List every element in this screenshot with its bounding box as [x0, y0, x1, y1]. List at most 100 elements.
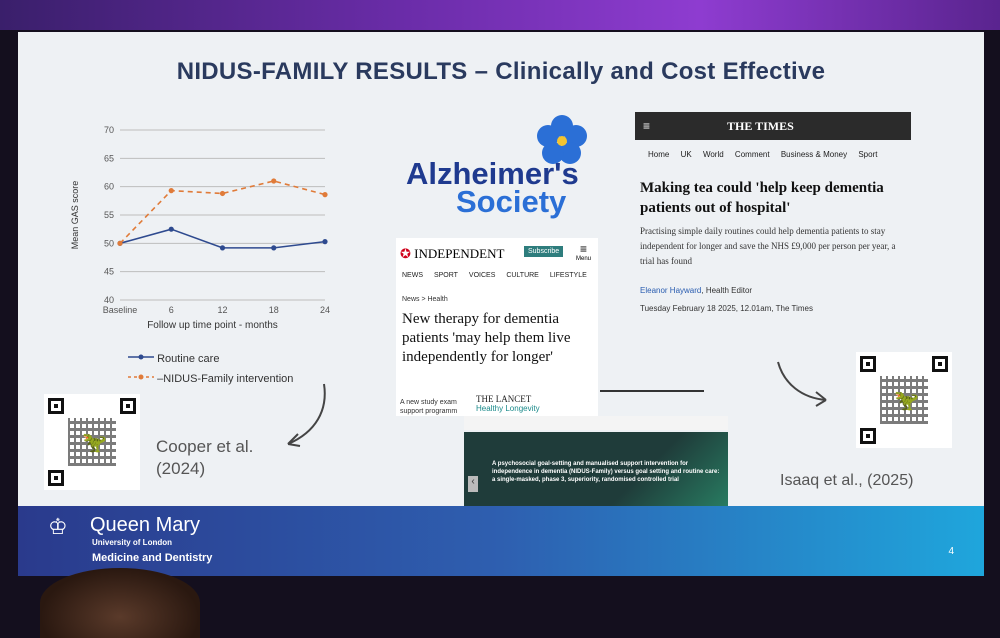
- x-tick-label: 12: [217, 305, 227, 315]
- lancet-article-title[interactable]: A psychosocial goal-setting and manualis…: [492, 461, 720, 483]
- y-tick-label: 45: [104, 267, 114, 277]
- chevron-left-icon[interactable]: ‹: [468, 476, 478, 492]
- citation-left: Cooper et al. (2024): [156, 437, 254, 478]
- independent-section: News > Health: [402, 296, 448, 303]
- independent-nav: NEWS SPORT VOICES CULTURE LIFESTYLE: [402, 272, 596, 279]
- times-byline: Eleanor Hayward, Health Editor: [640, 286, 752, 295]
- legend-nidus-label: –NIDUS-Family intervention: [157, 373, 294, 385]
- citation-right: Isaaq et al., (2025): [780, 472, 914, 489]
- stage-lighting: [0, 0, 1000, 30]
- data-point-0: [168, 226, 174, 232]
- qr-finder: [860, 428, 876, 444]
- independent-headline[interactable]: New therapy for dementia patients 'may h…: [402, 311, 571, 365]
- legend-routine: Routine care: [128, 352, 219, 365]
- times-standfirst: Practising simple daily routines could h…: [640, 226, 896, 266]
- org-sub1: University of London: [92, 538, 172, 547]
- nav-lifestyle[interactable]: LIFESTYLE: [549, 272, 587, 279]
- qr-finder: [48, 398, 64, 414]
- alzheimers-wordmark: Alzheimer's: [406, 156, 579, 191]
- hamburger-icon: ≡: [580, 242, 588, 256]
- times-nav-uk[interactable]: UK: [680, 150, 692, 159]
- times-author[interactable]: Eleanor Hayward: [640, 286, 702, 295]
- org-name: Queen Mary: [90, 514, 201, 536]
- divider: [600, 390, 704, 392]
- slide-number: 4: [948, 546, 954, 557]
- x-axis-label: Follow up time point - months: [147, 320, 278, 330]
- forget-me-not-icon: [537, 115, 587, 164]
- eagle-icon: ✪: [400, 246, 411, 261]
- crown-icon: ♔: [48, 514, 68, 539]
- org-sub2: Medicine and Dentistry: [92, 552, 213, 564]
- data-point-1: [271, 178, 277, 184]
- legend-routine-label: Routine care: [157, 353, 220, 365]
- y-tick-label: 55: [104, 210, 114, 220]
- series-line-0: [119, 228, 326, 249]
- legend-routine-swatch: [128, 354, 154, 360]
- data-point-0: [271, 245, 277, 251]
- presentation-slide: NIDUS-FAMILY RESULTS – Clinically and Co…: [18, 32, 984, 576]
- qr-finder: [120, 398, 136, 414]
- gas-line-chart: 40 45 50 55 60 65 70 Baseline 6 12 18 24 Follow up t…: [70, 125, 330, 330]
- times-headline[interactable]: Making tea could 'help keep dementia pat…: [640, 180, 884, 216]
- dinosaur-icon: 🦖: [894, 390, 919, 412]
- data-point-1: [322, 192, 328, 198]
- times-masthead: THE TIMES: [727, 119, 794, 133]
- independent-article[interactable]: ✪ INDEPENDENT Subscribe ≡ Menu NEWS SPOR…: [396, 238, 598, 416]
- data-point-0: [322, 239, 328, 245]
- qr-finder: [48, 470, 64, 486]
- times-nav-comment[interactable]: Comment: [734, 150, 770, 159]
- x-tick-label: 18: [269, 305, 279, 315]
- nav-culture[interactable]: CULTURE: [506, 272, 539, 279]
- times-nav-home[interactable]: Home: [648, 150, 670, 159]
- y-tick-label: 40: [104, 295, 114, 305]
- audience-head: [40, 568, 200, 638]
- times-nav-sport[interactable]: Sport: [858, 150, 878, 159]
- y-tick-label: 65: [104, 153, 114, 163]
- lancet-nav-bar: [464, 416, 728, 430]
- data-point-1: [117, 240, 123, 246]
- series-line-1: [119, 180, 326, 244]
- independent-teaser: A new study exam support programm: [400, 399, 458, 415]
- qr-finder: [860, 356, 876, 372]
- slide-title: NIDUS-FAMILY RESULTS – Clinically and Co…: [176, 58, 826, 85]
- x-tick-label: 24: [320, 305, 330, 315]
- legend-nidus: –NIDUS-Family intervention: [128, 372, 293, 385]
- nav-news[interactable]: NEWS: [402, 272, 423, 279]
- arrow-icon: [777, 361, 827, 407]
- y-tick-label: 50: [104, 238, 114, 248]
- data-point-1: [168, 188, 174, 194]
- nav-sport[interactable]: SPORT: [433, 272, 458, 279]
- independent-masthead-text: INDEPENDENT: [414, 246, 505, 261]
- y-tick-label: 60: [104, 182, 114, 192]
- nav-voices[interactable]: VOICES: [468, 272, 496, 279]
- times-masthead-bar: ≡ THE TIMES: [635, 112, 911, 140]
- lancet-subtitle: Healthy Longevity: [476, 404, 540, 413]
- qr-finder: [932, 356, 948, 372]
- y-tick-label: 70: [104, 125, 114, 135]
- times-nav-world[interactable]: World: [702, 150, 724, 159]
- menu-button[interactable]: ≡ Menu: [576, 242, 591, 262]
- menu-label: Menu: [576, 256, 592, 262]
- times-author-role: , Health Editor: [701, 286, 753, 295]
- arrow-icon: [287, 383, 326, 447]
- legend-nidus-text: NIDUS-Family intervention: [163, 373, 294, 385]
- y-axis-label: Mean GAS score: [70, 181, 80, 250]
- x-tick-label: 6: [169, 305, 174, 315]
- independent-masthead: ✪ INDEPENDENT: [400, 246, 504, 262]
- dinosaur-icon: 🦖: [82, 432, 107, 454]
- alzheimers-society-wordmark: Society: [456, 184, 567, 219]
- lancet-masthead: THE LANCET Healthy Longevity: [476, 394, 596, 413]
- qr-modules: [68, 418, 116, 466]
- times-dateline: Tuesday February 18 2025, 12.01am, The T…: [640, 304, 813, 313]
- times-nav-business[interactable]: Business & Money: [780, 150, 848, 159]
- times-menu-icon[interactable]: ≡: [643, 119, 651, 133]
- x-tick-label: Baseline: [103, 305, 138, 315]
- data-point-0: [219, 245, 226, 251]
- subscribe-button[interactable]: Subscribe: [524, 246, 564, 257]
- slide-footer: ♔ Queen Mary University of London Medici…: [18, 506, 984, 576]
- qr-code-left[interactable]: 🦖: [44, 394, 140, 490]
- data-point-1: [219, 190, 226, 197]
- qr-code-right[interactable]: 🦖: [856, 352, 952, 448]
- times-nav: Home UK World Comment Business & Money S…: [648, 150, 886, 159]
- legend-nidus-swatch: [128, 374, 154, 380]
